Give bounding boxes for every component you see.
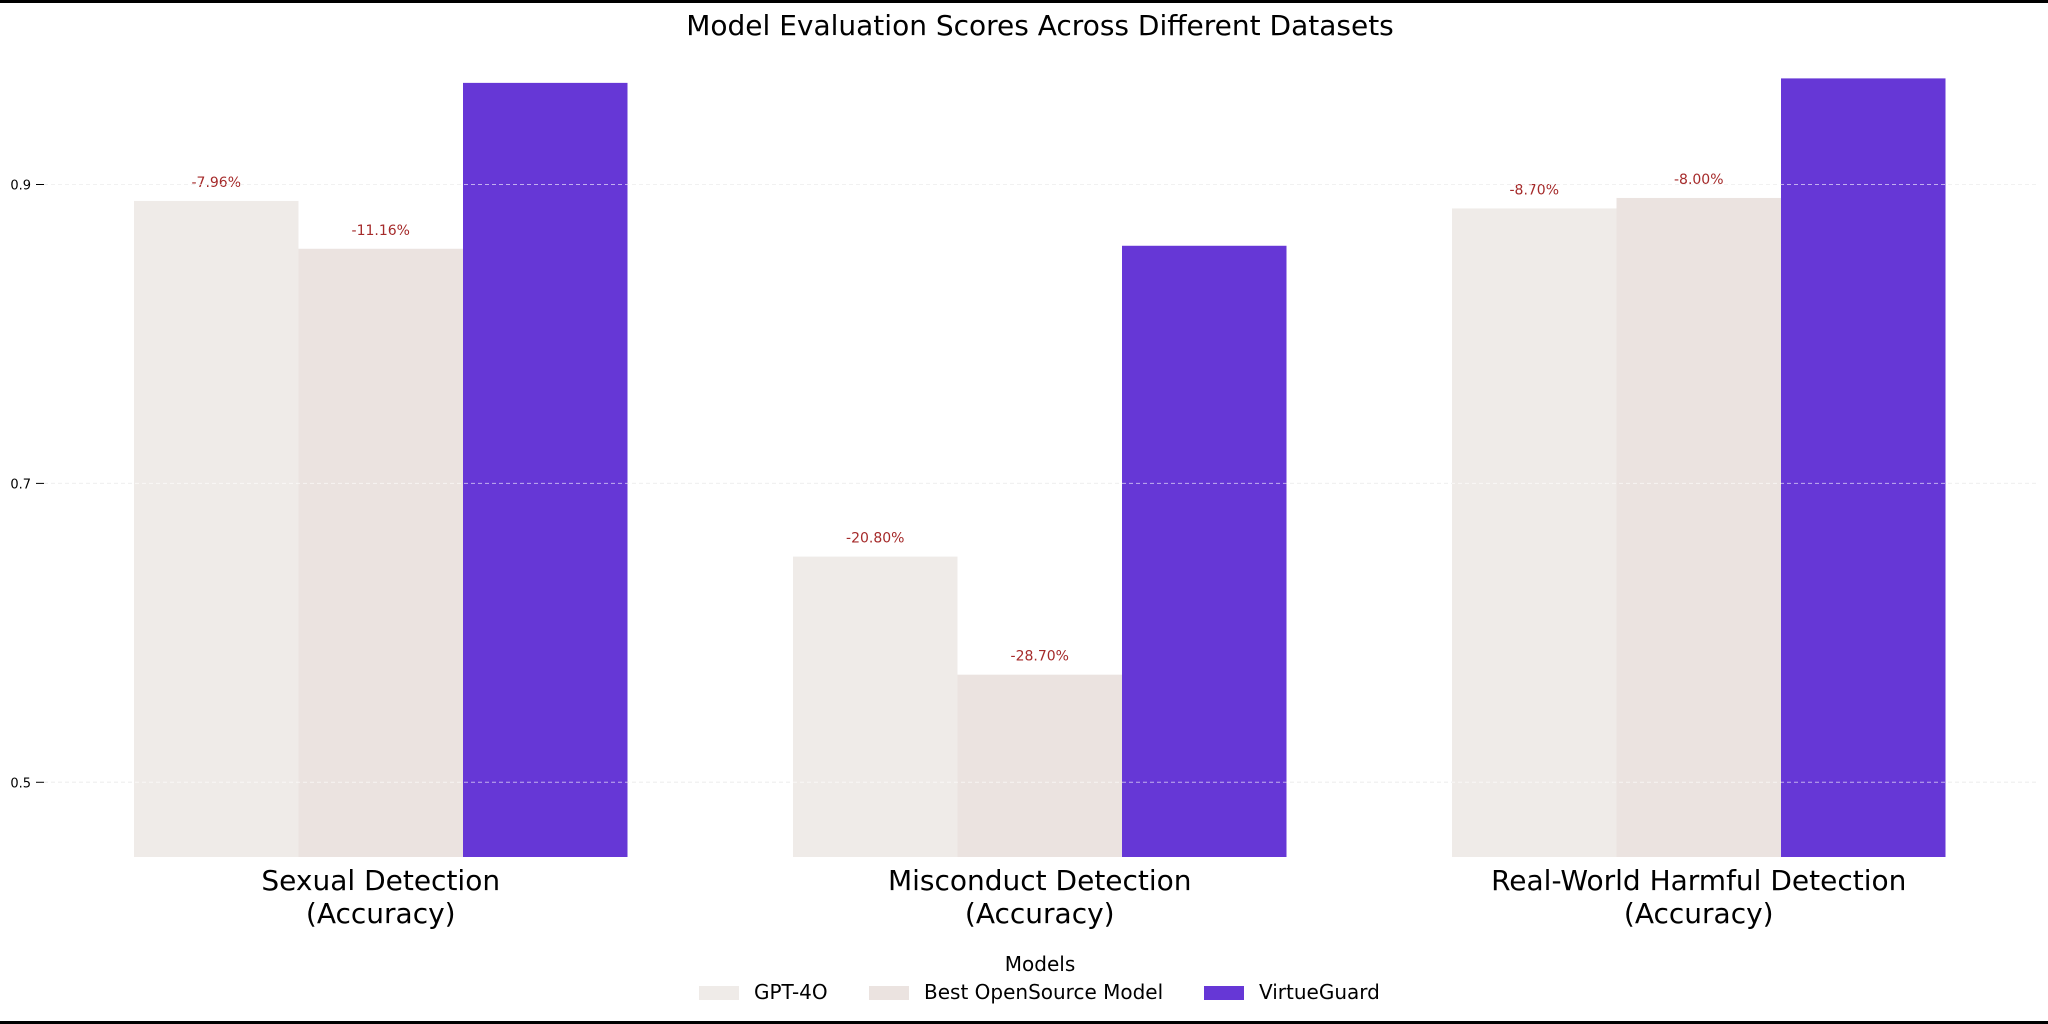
chart-title: Model Evaluation Scores Across Different… (686, 9, 1394, 42)
bar-gpt-4o (793, 556, 958, 857)
bar-virtueguard (1781, 78, 1946, 857)
legend-swatch (869, 986, 909, 1000)
bar-virtueguard (463, 82, 628, 857)
bar-data-label: -8.70% (1509, 182, 1559, 198)
bar-data-label: -7.96% (191, 175, 241, 191)
bar-data-label: -11.16% (352, 223, 410, 239)
bar-best-opensource-model (957, 674, 1122, 857)
bar-gpt-4o (1452, 208, 1617, 857)
bars (134, 78, 1946, 857)
y-tick-label: 0.7 (10, 477, 31, 492)
x-category-label: Sexual Detection (Accuracy) (261, 864, 500, 930)
bar-virtueguard (1122, 245, 1287, 857)
y-tick-label: 0.9 (10, 179, 31, 194)
bar-data-label: -8.00% (1674, 172, 1724, 188)
bar-data-label: -28.70% (1011, 649, 1069, 665)
frame-top-border (0, 0, 2048, 3)
bar-best-opensource-model (1616, 197, 1781, 857)
legend-label: GPT-4O (754, 980, 828, 1004)
legend: Models GPT-4O Best OpenSource Model Virtue… (699, 952, 1380, 1004)
bar-data-label: -20.80% (846, 531, 904, 547)
x-category-label: Misconduct Detection (Accuracy) (888, 864, 1192, 930)
bar-gpt-4o (134, 200, 299, 857)
legend-label: VirtueGuard (1259, 980, 1380, 1004)
legend-swatch (699, 986, 739, 1000)
x-category-label: Real-World Harmful Detection (Accuracy) (1491, 864, 1906, 930)
bar-best-opensource-model (298, 248, 463, 857)
y-axis: 0.5 0.7 0.9 (10, 179, 44, 791)
bar-labels: -7.96% -20.80% -8.70% -11.16% -28.70% -8.00% (44, 172, 2036, 783)
legend-swatch (1204, 986, 1244, 1000)
frame-bottom-border (0, 1021, 2048, 1024)
legend-label: Best OpenSource Model (924, 980, 1163, 1004)
legend-title: Models (1005, 952, 1075, 976)
x-axis: Sexual Detection (Accuracy) Misconduct Det… (261, 864, 1906, 930)
y-tick-label: 0.5 (10, 776, 31, 791)
